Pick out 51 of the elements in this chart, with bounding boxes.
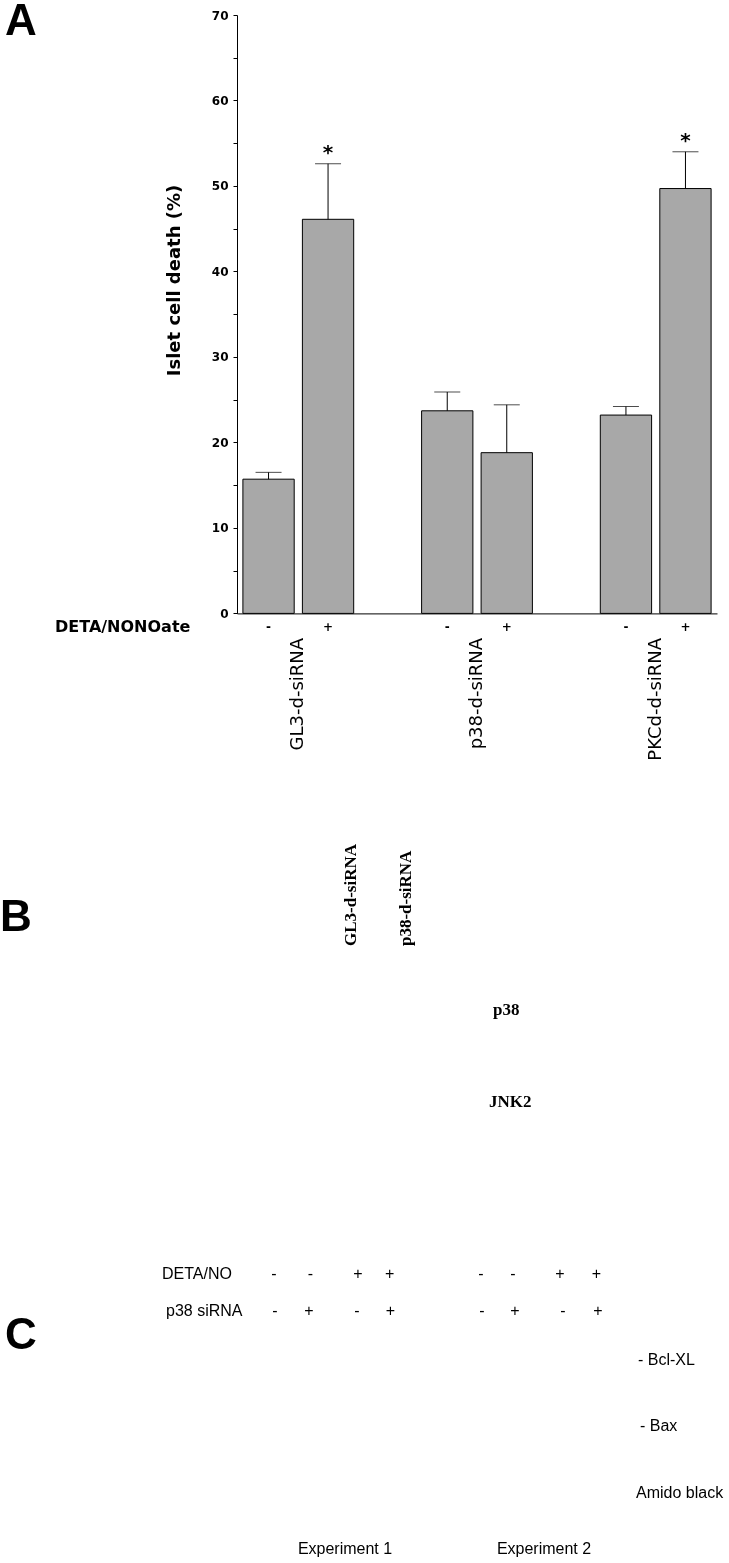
text: p38-d-siRNA <box>396 849 415 946</box>
series-label: + <box>323 620 334 635</box>
text: - <box>272 1301 278 1319</box>
text: + <box>510 1301 520 1319</box>
text: DETA/NONOate <box>55 617 191 637</box>
text: Amido black <box>636 1483 725 1501</box>
x-tick-label: PKCd-d-siRNA <box>643 637 665 761</box>
y-tick-label: 70 <box>211 8 229 23</box>
x-tick-label: p38-d-siRNA <box>465 637 486 750</box>
text: - <box>478 1264 484 1282</box>
text: + <box>593 1301 603 1319</box>
y-tick-label: 40 <box>211 264 229 279</box>
text: - Bax <box>640 1416 678 1434</box>
text: + <box>591 1264 602 1282</box>
text: p38 <box>493 1000 520 1019</box>
y-tick-label: 20 <box>211 435 229 450</box>
text: + <box>680 620 691 635</box>
x-tick-label: GL3-d-siRNA <box>286 637 308 751</box>
y-tick-label: 0 <box>220 606 229 621</box>
text: Experiment 2 <box>496 1540 592 1557</box>
series-label: - <box>266 620 272 635</box>
text: + <box>501 620 512 635</box>
y-axis-title: Islet cell death (%) <box>162 184 184 377</box>
text: - <box>479 1301 485 1319</box>
text: DETA/NO <box>162 1264 232 1282</box>
text: + <box>384 1264 395 1282</box>
text: GL3-d-siRNA <box>341 843 360 946</box>
text: p38 siRNA <box>166 1301 243 1319</box>
chart-title: A <box>5 0 37 45</box>
text: - Bcl-XL <box>638 1350 695 1368</box>
y-tick-label: 10 <box>211 521 229 536</box>
text: - <box>560 1301 566 1319</box>
data-label: * <box>322 139 334 164</box>
text: - <box>623 620 629 635</box>
text: + <box>555 1264 565 1282</box>
data-label: * <box>680 127 692 152</box>
y-tick-label: 50 <box>211 179 229 194</box>
text: B <box>0 891 32 940</box>
text: + <box>304 1301 314 1319</box>
text: + <box>353 1264 363 1282</box>
text: - <box>271 1264 277 1282</box>
y-tick-label: 30 <box>211 350 229 365</box>
y-tick-label: 60 <box>211 93 229 108</box>
text: - <box>307 1264 314 1282</box>
text: - <box>354 1301 360 1319</box>
text: - <box>510 1264 516 1282</box>
text: C <box>5 1309 37 1358</box>
text: JNK2 <box>489 1092 532 1111</box>
text: Experiment 1 <box>297 1540 393 1557</box>
text: + <box>385 1301 396 1319</box>
text: - <box>444 620 450 635</box>
